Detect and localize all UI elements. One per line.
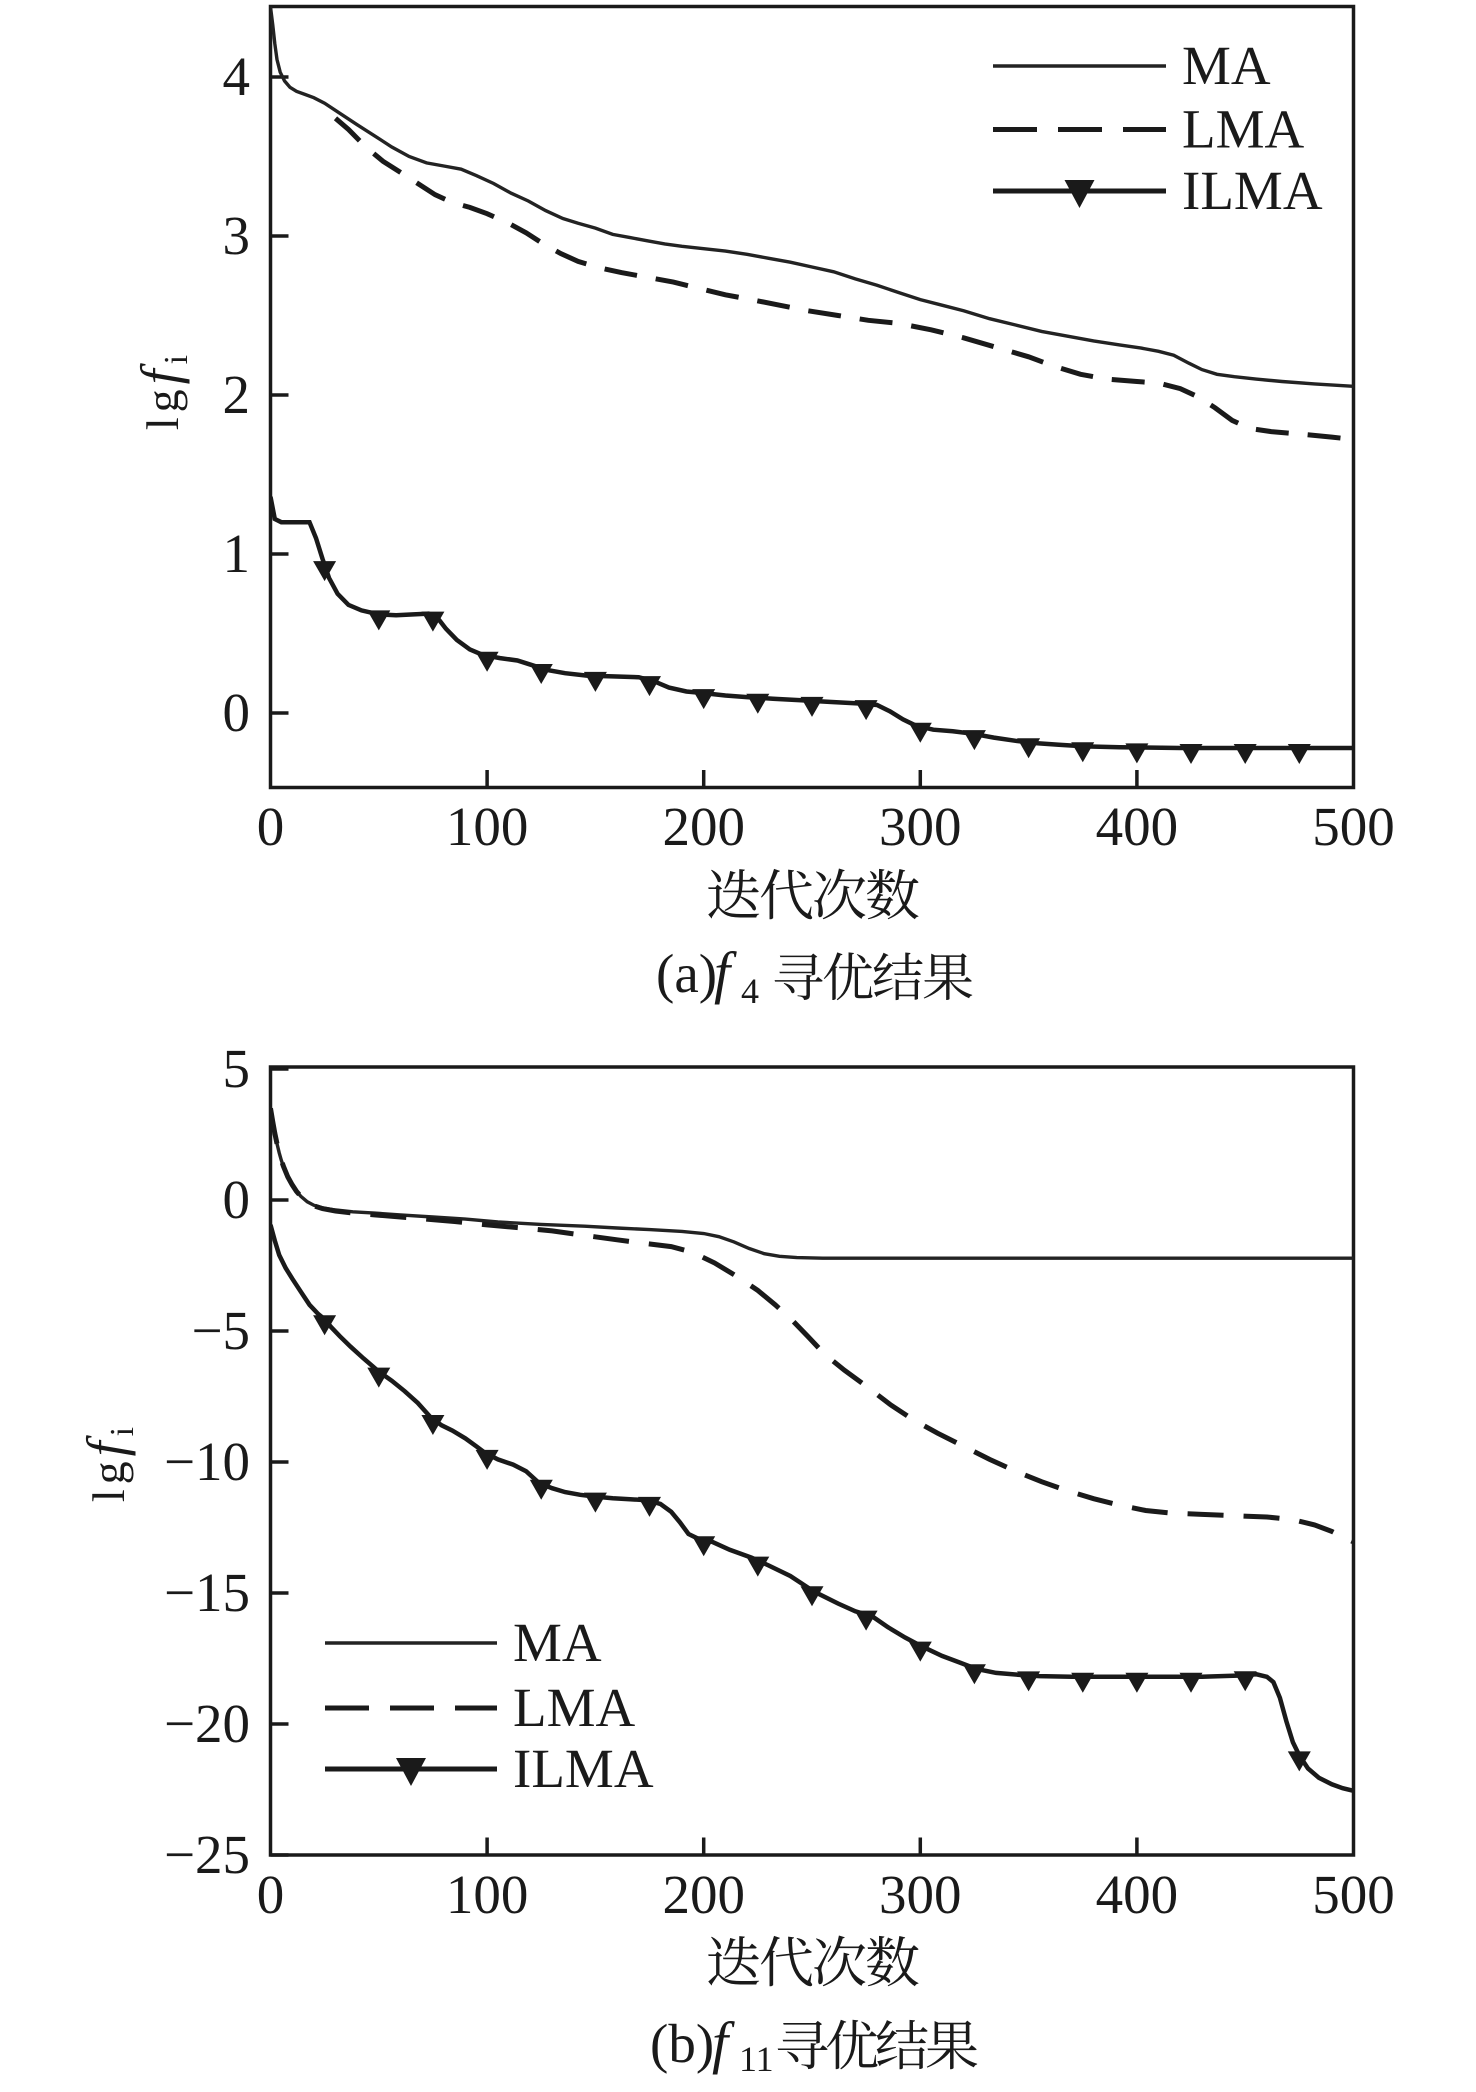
svg-text:200: 200 [662,796,745,857]
svg-text:11: 11 [739,2039,774,2079]
svg-text:4: 4 [741,971,759,1011]
svg-text:(a): (a) [656,943,717,1004]
svg-text:100: 100 [446,796,529,857]
svg-text:LMA: LMA [513,1677,636,1738]
svg-text:0: 0 [223,682,251,743]
svg-text:4: 4 [223,46,251,107]
svg-text:500: 500 [1312,796,1395,857]
svg-text:100: 100 [446,1864,529,1925]
svg-text:2: 2 [223,364,251,425]
svg-text:1: 1 [223,523,251,584]
svg-text:0: 0 [223,1169,251,1230]
svg-text:200: 200 [662,1864,745,1925]
svg-text:−5: −5 [191,1300,250,1361]
svg-text:300: 300 [879,1864,962,1925]
svg-text:400: 400 [1096,1864,1179,1925]
svg-text:(b): (b) [650,2013,714,2074]
svg-text:−10: −10 [164,1431,250,1492]
svg-text:MA: MA [1182,35,1271,96]
svg-text:−15: −15 [164,1562,250,1623]
svg-text:ILMA: ILMA [513,1738,654,1799]
svg-text:5: 5 [223,1038,251,1099]
svg-text:ILMA: ILMA [1182,160,1323,221]
svg-text:LMA: LMA [1182,99,1305,160]
svg-text:0: 0 [257,1864,285,1925]
svg-text:0: 0 [257,796,285,857]
svg-text:3: 3 [223,205,251,266]
svg-text:−20: −20 [164,1693,250,1754]
svg-text:400: 400 [1096,796,1179,857]
svg-text:300: 300 [879,796,962,857]
svg-text:500: 500 [1312,1864,1395,1925]
svg-text:−25: −25 [164,1824,250,1885]
svg-text:MA: MA [513,1612,602,1673]
